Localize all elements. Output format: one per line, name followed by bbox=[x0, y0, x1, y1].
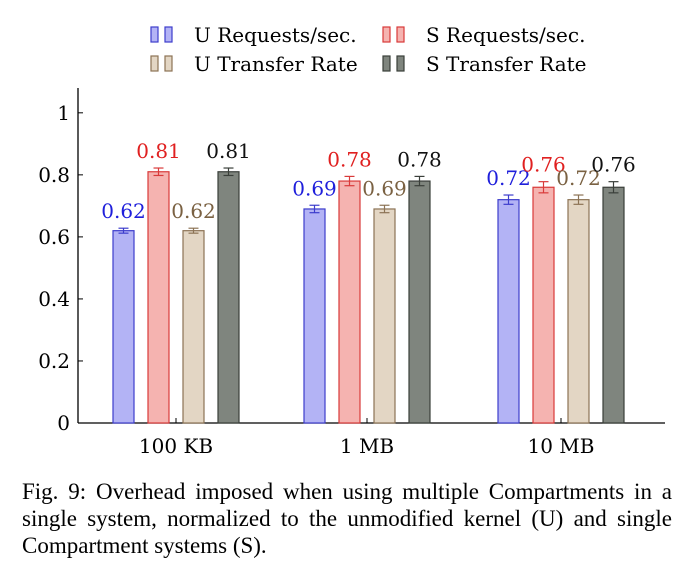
legend-swatch bbox=[382, 26, 391, 43]
y-tick-label: 0.4 bbox=[38, 287, 70, 311]
bar bbox=[532, 186, 555, 424]
bar bbox=[602, 186, 625, 424]
bar bbox=[373, 208, 396, 424]
y-tick-label: 1 bbox=[57, 101, 70, 125]
data-label: 0.78 bbox=[397, 147, 442, 171]
figure-caption: Fig. 9: Overhead imposed when using mult… bbox=[22, 479, 672, 558]
bar bbox=[147, 171, 170, 424]
x-tick-label: 1 MB bbox=[340, 434, 394, 458]
data-label: 0.76 bbox=[521, 153, 566, 177]
bar-chart: U Requests/sec. S Requests/sec. U Transfer… bbox=[38, 23, 665, 458]
bar bbox=[217, 171, 240, 424]
bar bbox=[182, 230, 205, 424]
legend-swatch bbox=[396, 26, 405, 43]
data-label: 0.78 bbox=[327, 147, 372, 171]
data-label: 0.69 bbox=[362, 176, 407, 200]
x-tick-label: 100 KB bbox=[139, 434, 213, 458]
legend-swatch bbox=[164, 55, 173, 72]
data-label: 0.72 bbox=[486, 166, 531, 190]
legend-swatch bbox=[164, 26, 173, 43]
y-tick-label: 0.2 bbox=[38, 349, 70, 373]
legend-swatch bbox=[382, 55, 391, 72]
bar bbox=[567, 199, 590, 424]
legend-swatch bbox=[150, 26, 159, 43]
x-tick-label: 10 MB bbox=[528, 434, 595, 458]
y-tick-label: 0.8 bbox=[38, 163, 70, 187]
data-label: 0.81 bbox=[136, 139, 181, 163]
data-label: 0.76 bbox=[591, 153, 636, 177]
data-label: 0.62 bbox=[101, 199, 146, 223]
legend-label: U Requests/sec. bbox=[194, 23, 357, 47]
bar bbox=[303, 208, 326, 424]
y-tick-label: 0 bbox=[57, 411, 70, 435]
data-labels: 0.620.810.620.810.690.780.690.780.720.76… bbox=[101, 139, 636, 223]
legend-label: S Requests/sec. bbox=[426, 23, 585, 47]
bar bbox=[408, 180, 431, 424]
legend-label: S Transfer Rate bbox=[426, 52, 587, 76]
bar bbox=[338, 180, 361, 424]
legend-label: U Transfer Rate bbox=[194, 52, 358, 76]
data-label: 0.69 bbox=[292, 176, 337, 200]
data-label: 0.72 bbox=[556, 166, 601, 190]
legend-swatch bbox=[150, 55, 159, 72]
legend-swatch bbox=[396, 55, 405, 72]
y-tick-label: 0.6 bbox=[38, 225, 70, 249]
legend: U Requests/sec. S Requests/sec. U Transfer… bbox=[150, 23, 587, 76]
bar bbox=[497, 199, 520, 424]
data-label: 0.62 bbox=[171, 199, 216, 223]
bar bbox=[112, 230, 135, 424]
data-label: 0.81 bbox=[206, 139, 251, 163]
bars bbox=[112, 167, 625, 424]
